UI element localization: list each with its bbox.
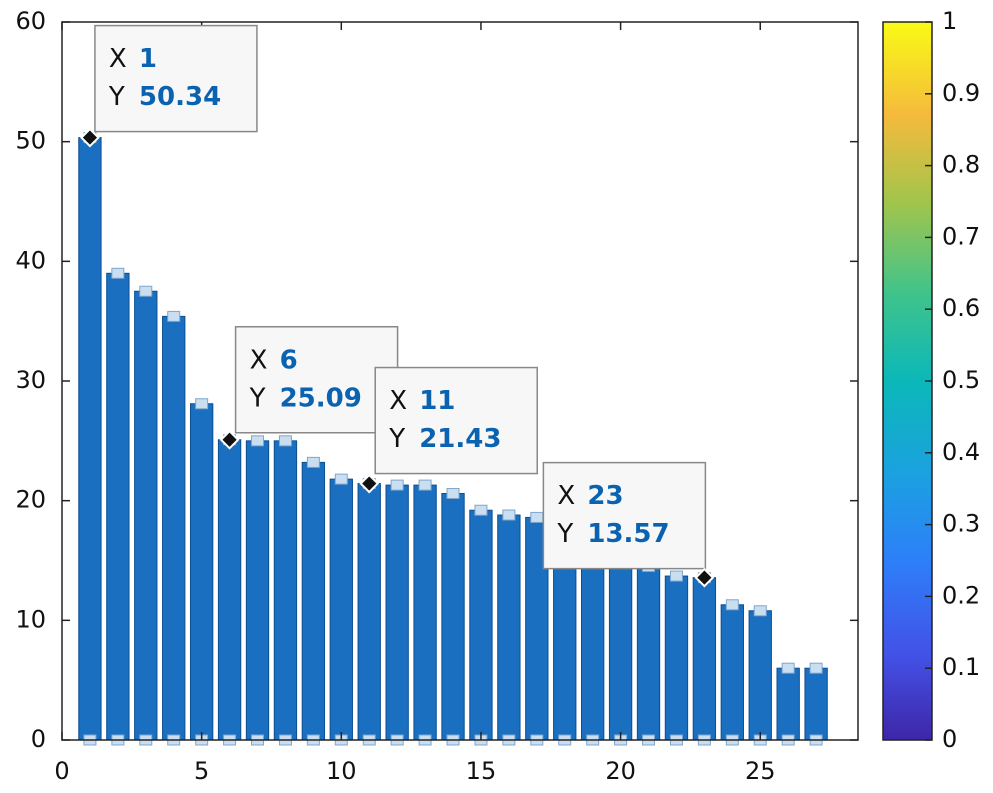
bar-top-marker: [306, 456, 320, 468]
bar: [162, 315, 186, 741]
bar-top-marker: [502, 509, 516, 521]
bar: [692, 577, 717, 741]
y-tick-label: 40: [15, 246, 46, 274]
data-tip-marker: [80, 127, 100, 148]
data-tip: X 1Y 50.34: [80, 24, 258, 148]
bar: [134, 290, 158, 741]
data-tip-box: [374, 366, 538, 475]
bar-top-marker: [809, 662, 823, 674]
data-tip-box: [94, 24, 258, 133]
data-tip-y-label: Y: [249, 383, 266, 413]
data-tip-box: [542, 461, 707, 570]
colorbar-tick-label: 0: [942, 725, 957, 753]
data-tip-y-label: Y: [556, 519, 573, 549]
x-tick-label: 25: [745, 757, 776, 785]
data-tip-marker: [694, 567, 715, 588]
bar-top-marker: [474, 504, 488, 516]
colorbar: [882, 21, 933, 741]
y-tick-label: 10: [15, 605, 46, 633]
data-tip-x-value: 6: [280, 345, 298, 375]
bar: [106, 272, 130, 741]
bar: [357, 483, 381, 741]
data-tip-marker: [219, 429, 240, 450]
bar: [748, 610, 772, 741]
data-tip-y-value: 21.43: [419, 424, 501, 454]
bar: [636, 565, 661, 741]
data-tip-x-value: 11: [419, 386, 455, 416]
bar: [720, 604, 744, 741]
data-tip-y-label: Y: [108, 82, 125, 112]
data-tip-y-value: 50.34: [139, 82, 221, 112]
data-tip-y-label: Y: [388, 424, 405, 454]
bar: [608, 548, 633, 741]
data-tip-box: [234, 326, 399, 434]
data-tip-y-value: 25.09: [280, 383, 362, 413]
colorbar-tick-label: 0.2: [942, 581, 980, 609]
colorbar-tick-label: 0.5: [942, 366, 980, 394]
bar: [385, 484, 409, 741]
data-tip-x-label: X: [109, 44, 127, 74]
bar: [217, 439, 242, 741]
data-tip: X 23 Y 13.57: [542, 461, 715, 588]
bar-top-marker: [195, 398, 209, 410]
bar-top-marker: [725, 599, 739, 611]
bar-top-marker: [390, 479, 404, 491]
bar-top-marker: [781, 662, 795, 674]
bar: [497, 514, 521, 741]
bar-top-marker: [753, 605, 767, 617]
data-tip-y-value: 13.57: [587, 519, 669, 549]
bar-top-marker: [446, 487, 460, 499]
bar: [441, 492, 465, 741]
colorbar-tick-label: 0.9: [942, 79, 980, 107]
y-tick-label: 50: [15, 127, 46, 155]
bar-top-marker: [278, 435, 292, 447]
data-tip: X 6Y 25.09: [219, 326, 399, 450]
colorbar-tick-label: 0.3: [942, 510, 980, 538]
data-tip-x-value: 1: [139, 44, 157, 74]
bar-top-marker: [139, 285, 153, 297]
bar: [469, 509, 493, 741]
data-tip: X 11 Y 21.43: [359, 366, 538, 494]
bar-top-marker: [418, 479, 432, 491]
bar: [804, 667, 828, 741]
y-tick-label: 30: [15, 366, 46, 394]
bar: [664, 575, 689, 741]
bar: [413, 484, 437, 741]
data-tip-x-value: 23: [587, 481, 623, 511]
x-tick-label: 20: [605, 757, 636, 785]
x-tick-label: 10: [326, 757, 357, 785]
y-tick-label: 60: [15, 7, 46, 35]
data-tip-x-label: X: [557, 481, 575, 511]
data-tip-x-label: X: [389, 386, 407, 416]
colorbar-tick-label: 0.1: [942, 653, 980, 681]
x-tick-label: 5: [194, 757, 209, 785]
x-tick-label: 15: [466, 757, 497, 785]
bar: [245, 440, 270, 741]
bar-top-marker: [669, 570, 683, 582]
bar-top-marker: [251, 435, 265, 447]
bar: [301, 461, 326, 741]
bar: [78, 137, 102, 741]
bar: [189, 403, 214, 741]
y-tick-label: 20: [15, 486, 46, 514]
data-tip-marker: [359, 473, 380, 494]
colorbar-tick-label: 0.7: [942, 222, 980, 250]
colorbar-tick-label: 0.4: [942, 438, 980, 466]
bar: [329, 478, 353, 741]
x-tick-label: 0: [54, 757, 69, 785]
data-tip-x-label: X: [250, 345, 268, 375]
bar: [776, 667, 800, 741]
colorbar-tick-label: 0.8: [942, 151, 980, 179]
bar-top-marker: [167, 310, 181, 322]
colorbar-tick-label: 1: [942, 7, 957, 35]
colorbar-tick-label: 0.6: [942, 294, 980, 322]
bar-top-marker: [530, 511, 544, 523]
bar-top-marker: [111, 267, 125, 279]
bar-top-marker: [334, 473, 348, 485]
y-tick-label: 0: [31, 725, 46, 753]
bar: [273, 440, 298, 741]
